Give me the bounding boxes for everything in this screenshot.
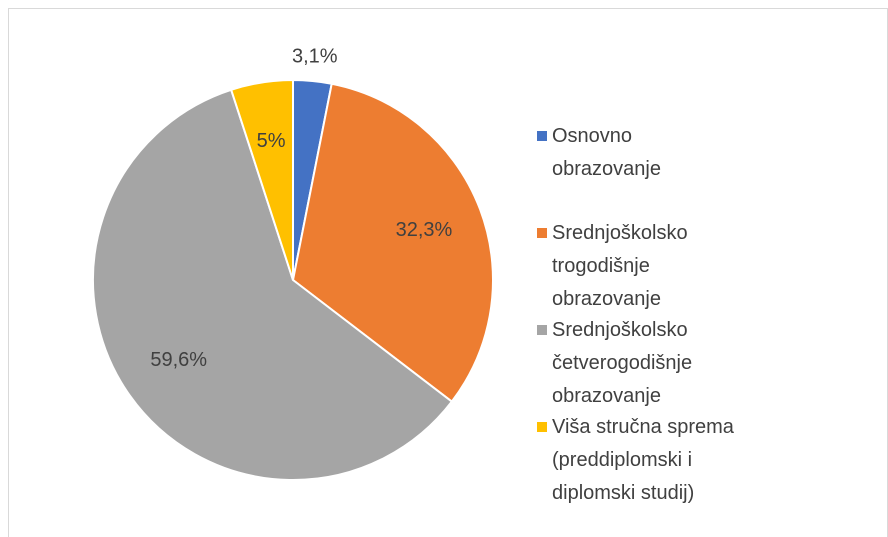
data-label: 3,1% (292, 45, 338, 67)
legend-label: Viša stručna sprema (preddiplomski i dip… (552, 416, 734, 504)
legend-label: Osnovno obrazovanje (552, 125, 661, 180)
legend-swatch (537, 228, 547, 238)
pie-slice (229, 78, 294, 281)
data-label: 59,6% (150, 349, 207, 371)
legend-label: Srednjoškolsko četverogodišnje obrazovan… (552, 319, 693, 407)
legend-label: Srednjoškolsko trogodišnje obrazovanje (552, 222, 688, 310)
pie-slice (291, 82, 494, 403)
data-label: 32,3% (396, 219, 453, 241)
legend-swatch (537, 422, 547, 432)
legend-swatch (537, 131, 547, 141)
legend-swatch (537, 325, 547, 335)
data-label: 5% (257, 130, 286, 152)
pie-slice (92, 88, 454, 481)
